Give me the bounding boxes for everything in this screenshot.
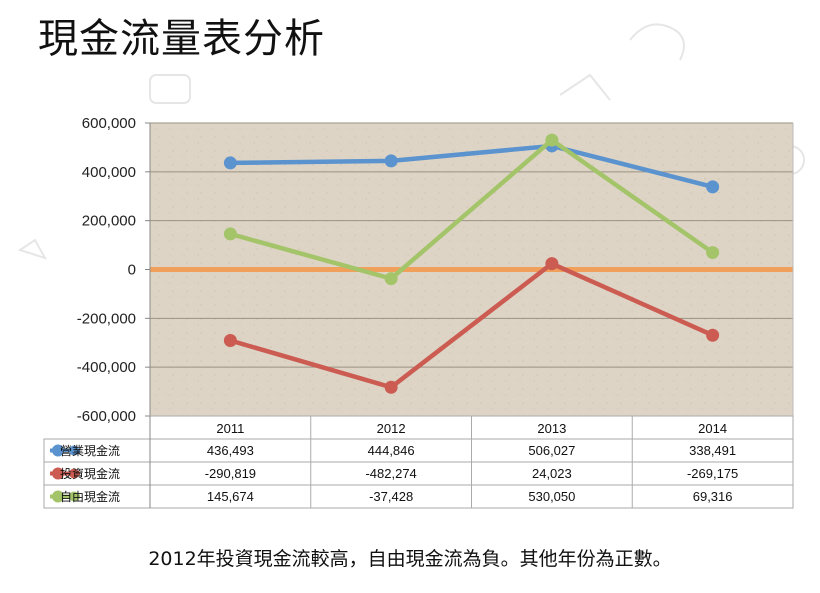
y-tick-label: -400,000 (77, 359, 136, 376)
data-cell: -482,274 (365, 466, 416, 481)
table-row (43, 461, 794, 486)
data-cell: -269,175 (687, 466, 738, 481)
data-point (706, 246, 720, 260)
table-row (43, 484, 794, 509)
legend-marker (52, 467, 64, 480)
series-line (228, 137, 715, 281)
data-cell: 436,493 (207, 443, 254, 458)
series-2 (223, 133, 720, 286)
legend-marker (52, 490, 64, 503)
data-cell: 444,846 (368, 443, 415, 458)
data-cell: 69,316 (693, 489, 733, 504)
legend-series-name: 投資現金流 (60, 466, 120, 481)
data-cell: 338,491 (689, 443, 736, 458)
legend-marker (69, 468, 79, 479)
y-tick-label: -200,000 (77, 310, 136, 327)
series-line (228, 261, 715, 390)
data-point (384, 272, 398, 286)
data-point (223, 156, 237, 170)
data-point (223, 334, 237, 348)
x-category-label: 2013 (537, 421, 566, 436)
data-cell: -290,819 (205, 466, 256, 481)
data-point (706, 180, 720, 194)
data-point (384, 154, 398, 168)
x-category-label: 2011 (216, 421, 244, 436)
series-layer (223, 133, 720, 394)
legend-series-name: 自由現金流 (60, 489, 120, 504)
data-cell: 24,023 (532, 466, 572, 481)
x-category-label: 2012 (377, 421, 406, 436)
data-table: 2011 2012 2013 2014 營業現金流 436,493 444,846 506,0… (43, 415, 794, 509)
y-axis: 600,000 400,000 200,000 0 -200,000 -400,000 -6… (77, 115, 794, 425)
data-point (706, 328, 720, 342)
data-cell: 506,027 (528, 443, 575, 458)
slide-caption: 2012年投資現金流較高，自由現金流為負。其他年份為正數。 (148, 548, 672, 570)
data-cell: 145,674 (207, 489, 254, 504)
x-category-label: 2014 (698, 421, 727, 436)
legend-marker (69, 491, 79, 502)
y-tick-label: 400,000 (82, 164, 136, 181)
data-point (545, 133, 559, 147)
legend-series-name: 營業現金流 (60, 443, 120, 458)
data-cell: 530,050 (528, 489, 575, 504)
data-point (384, 380, 398, 394)
y-tick-label: 600,000 (82, 115, 136, 132)
series-0 (223, 139, 720, 194)
series-1 (223, 257, 720, 394)
y-tick-label: 200,000 (82, 213, 136, 230)
data-cell: -37,428 (369, 489, 413, 504)
series-line (228, 143, 715, 190)
table-row (43, 438, 794, 463)
legend-marker (52, 444, 64, 457)
data-point (223, 227, 237, 241)
data-point (545, 257, 559, 271)
y-tick-label: 0 (128, 262, 136, 279)
legend-marker (69, 445, 79, 456)
y-tick-label: -600,000 (77, 408, 136, 425)
page-title: 現金流量表分析 (38, 16, 325, 62)
